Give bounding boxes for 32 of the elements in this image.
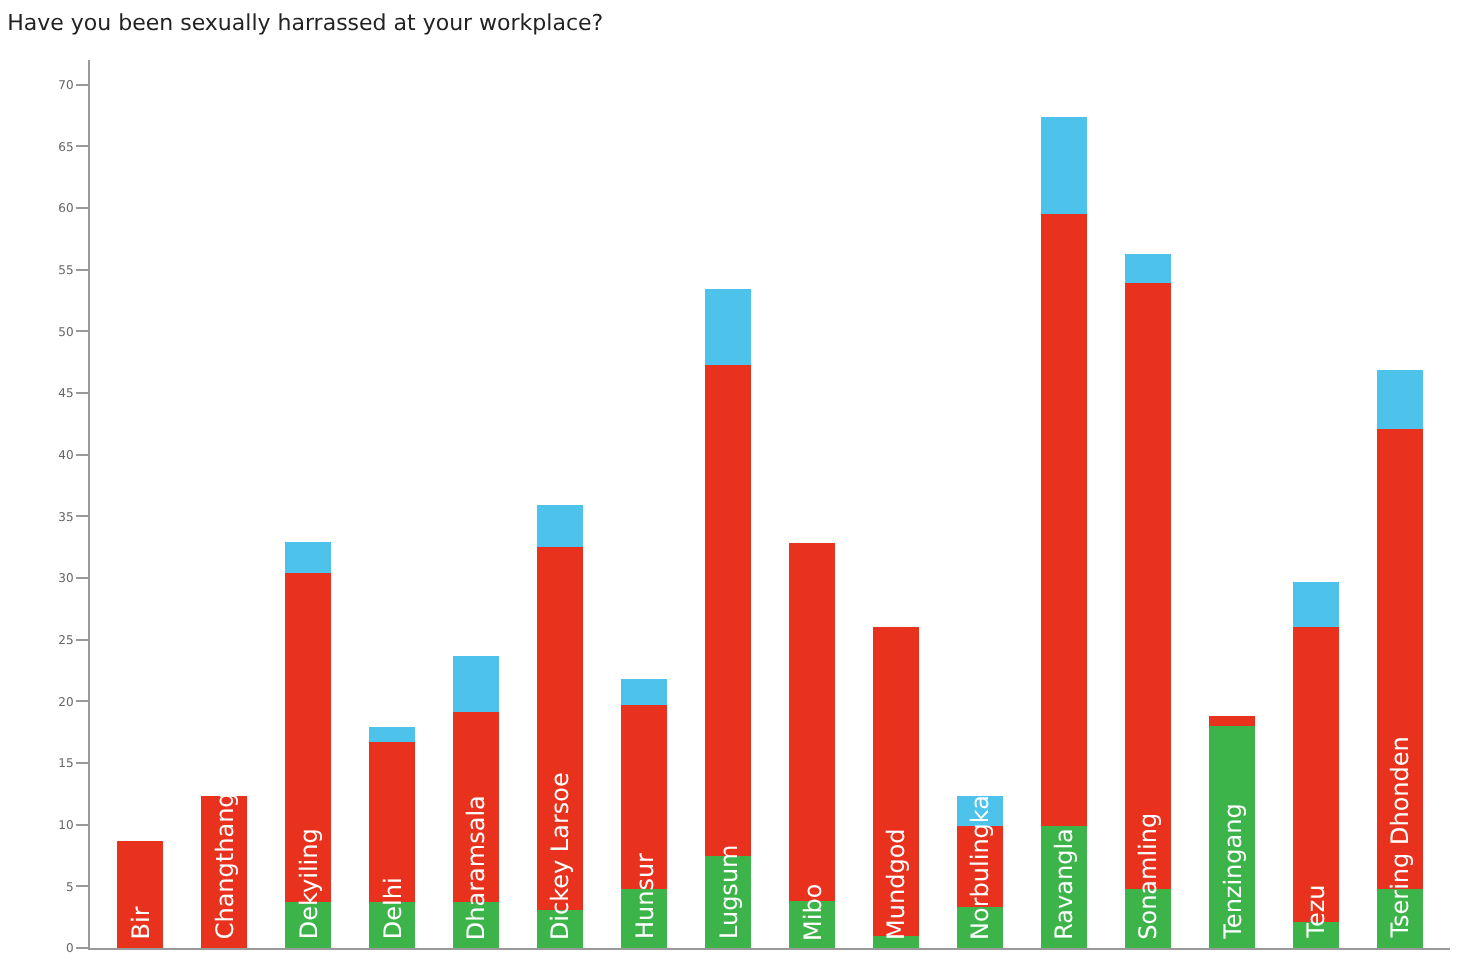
x-tick-label: Changthang: [211, 792, 240, 940]
x-tick-label: Sonamling: [1133, 812, 1162, 940]
x-tick-label: Bir: [127, 906, 156, 940]
bar: [369, 727, 416, 743]
bar: [1040, 214, 1087, 826]
x-tick-label: Mibo: [798, 883, 827, 941]
bar: [1292, 581, 1339, 628]
bar: [285, 542, 332, 574]
bar: [453, 655, 500, 713]
bar: [1208, 716, 1255, 726]
bar: [620, 679, 668, 706]
bar: [117, 840, 164, 948]
x-tick-label: Mundgod: [881, 828, 910, 940]
bar: [704, 289, 752, 365]
bar: [1040, 116, 1087, 215]
x-tick-label: Delhi: [379, 877, 408, 940]
bar: [537, 505, 584, 548]
bar: [1376, 369, 1423, 429]
x-tick-label: Tenzingang: [1218, 803, 1247, 941]
x-tick-label: Dickey Larsoe: [546, 772, 575, 941]
x-tick-label: Norbulingka: [965, 794, 994, 940]
x-tick-label: Dekyiling: [295, 828, 324, 940]
bar: [1124, 253, 1171, 284]
chart-title: Have you been sexually harrassed at your workplace?: [7, 9, 604, 36]
x-tick-label: Dharamsala: [462, 795, 491, 941]
x-tick-label: Ravangla: [1049, 828, 1078, 940]
bar: [872, 627, 920, 936]
x-tick-label: Tsering Dhonden: [1385, 736, 1414, 940]
bar: [872, 935, 920, 948]
x-tick-label: Tezu: [1301, 884, 1330, 940]
x-tick-label: Hunsur: [631, 852, 660, 940]
x-tick-label: Lugsum: [715, 844, 744, 940]
